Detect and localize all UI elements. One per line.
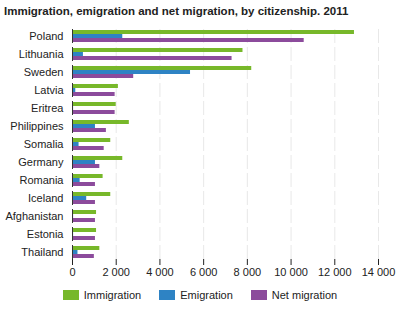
svg-text:Iceland: Iceland — [28, 192, 63, 204]
svg-text:Poland: Poland — [29, 30, 63, 42]
svg-text:Latvia: Latvia — [34, 84, 64, 96]
svg-text:0: 0 — [69, 266, 75, 278]
svg-text:Germany: Germany — [18, 156, 64, 168]
html-text:Emigration: Emigration — [180, 289, 233, 301]
svg-text:Sweden: Sweden — [24, 66, 64, 78]
svg-text:2 000: 2 000 — [102, 266, 130, 278]
svg-text:10 000: 10 000 — [274, 266, 308, 278]
svg-text:Afghanistan: Afghanistan — [5, 210, 63, 222]
html-text:Immigration, emigration and ne: Immigration, emigration and net migratio… — [4, 5, 349, 17]
svg-text:12 000: 12 000 — [318, 266, 352, 278]
html-text:Net migration: Net migration — [271, 289, 338, 301]
svg-text:Eritrea: Eritrea — [31, 102, 64, 114]
svg-text:Thailand: Thailand — [21, 246, 63, 258]
svg-text:8 000: 8 000 — [234, 266, 262, 278]
svg-text:4 000: 4 000 — [146, 266, 174, 278]
svg-text:Lithuania: Lithuania — [19, 48, 65, 60]
svg-text:6 000: 6 000 — [190, 266, 218, 278]
svg-text:Philippines: Philippines — [10, 120, 64, 132]
svg-text:14 000: 14 000 — [362, 266, 396, 278]
svg-text:Estonia: Estonia — [27, 228, 65, 240]
svg-text:Romania: Romania — [19, 174, 64, 186]
html-text:Immigration: Immigration — [83, 289, 142, 301]
svg-text:Somalia: Somalia — [24, 138, 65, 150]
